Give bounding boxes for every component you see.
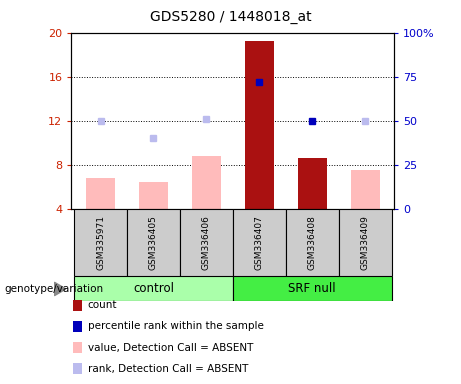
Bar xyxy=(73,300,82,311)
Text: GSM336409: GSM336409 xyxy=(361,215,370,270)
Bar xyxy=(73,363,82,374)
Bar xyxy=(73,342,82,353)
Text: SRF null: SRF null xyxy=(288,283,336,295)
Bar xyxy=(245,41,274,209)
Text: percentile rank within the sample: percentile rank within the sample xyxy=(88,321,264,331)
Bar xyxy=(139,182,168,209)
Bar xyxy=(233,209,286,276)
Bar xyxy=(350,170,379,209)
Bar xyxy=(73,321,82,332)
Text: GDS5280 / 1448018_at: GDS5280 / 1448018_at xyxy=(150,10,311,23)
Bar xyxy=(74,276,233,301)
Text: count: count xyxy=(88,300,117,310)
Bar xyxy=(127,209,180,276)
Bar xyxy=(233,276,391,301)
Bar xyxy=(339,209,391,276)
Bar xyxy=(180,209,233,276)
Text: genotype/variation: genotype/variation xyxy=(5,284,104,294)
Text: GSM335971: GSM335971 xyxy=(96,215,105,270)
Bar xyxy=(286,209,339,276)
Text: value, Detection Call = ABSENT: value, Detection Call = ABSENT xyxy=(88,343,253,353)
Text: GSM336406: GSM336406 xyxy=(202,215,211,270)
Bar xyxy=(86,179,115,209)
Polygon shape xyxy=(54,282,66,296)
Bar xyxy=(192,156,221,209)
Text: GSM336408: GSM336408 xyxy=(307,215,317,270)
Text: GSM336407: GSM336407 xyxy=(255,215,264,270)
Bar xyxy=(74,209,127,276)
Text: GSM336405: GSM336405 xyxy=(149,215,158,270)
Text: rank, Detection Call = ABSENT: rank, Detection Call = ABSENT xyxy=(88,364,248,374)
Bar xyxy=(298,159,327,209)
Text: control: control xyxy=(133,283,174,295)
